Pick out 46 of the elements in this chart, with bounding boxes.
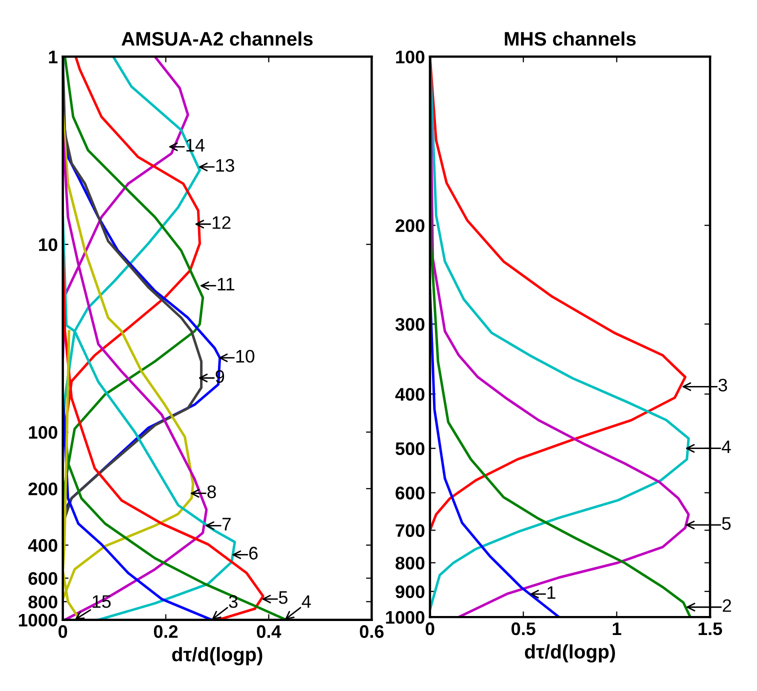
annotation: 13 xyxy=(216,159,234,172)
y-tick-label: 1 xyxy=(49,50,58,64)
annotation: 4 xyxy=(302,595,311,608)
y-tick-label: 400 xyxy=(28,539,58,552)
y-tick-label: 900 xyxy=(396,585,424,598)
x-axis-title: dτ/d(logp) xyxy=(524,644,615,663)
x-tick-label: 0 xyxy=(426,622,434,636)
y-tick-label: 400 xyxy=(395,388,424,401)
chart-title: AMSUA-A2 channels xyxy=(122,31,313,46)
x-tick-label: 0 xyxy=(58,625,68,638)
y-tick-label: 600 xyxy=(396,486,424,500)
x-tick-label: 0.2 xyxy=(154,625,178,638)
line-series xyxy=(430,288,560,618)
y-tick-label: 800 xyxy=(28,596,58,608)
y-tick-label: 600 xyxy=(28,572,58,585)
y-tick-label: 700 xyxy=(396,524,424,537)
annotation: 6 xyxy=(249,546,258,560)
x-tick-label: 1.5 xyxy=(698,622,722,636)
y-tick-label: 200 xyxy=(396,219,424,232)
annotation: 10 xyxy=(236,350,254,363)
y-tick-label: 100 xyxy=(396,50,424,64)
x-tick-label: 0.5 xyxy=(512,622,536,636)
chart-title: MHS channels xyxy=(504,31,636,46)
annotation: 2 xyxy=(722,599,732,612)
y-tick-label: 10 xyxy=(39,238,58,252)
x-axis-title: dτ/d(logp) xyxy=(172,647,262,666)
x-tick-label: 0.4 xyxy=(256,625,282,638)
annotation: 3 xyxy=(718,378,728,392)
y-tick-label: 500 xyxy=(396,442,424,456)
annotation: 11 xyxy=(218,278,234,290)
annotation: 4 xyxy=(722,440,731,454)
y-tick-label: 100 xyxy=(28,426,58,439)
annotation: 7 xyxy=(222,518,231,530)
x-tick-label: 0.6 xyxy=(360,625,384,638)
annotation: 8 xyxy=(207,485,216,498)
annotation: 12 xyxy=(212,216,230,229)
annotation: 5 xyxy=(722,517,731,530)
y-tick-label: 1000 xyxy=(386,610,424,624)
y-tick-label: 300 xyxy=(395,318,424,331)
x-tick-label: 1 xyxy=(612,622,622,636)
annotation: 3 xyxy=(228,595,238,608)
annotation: 1 xyxy=(548,586,556,599)
annotation: 5 xyxy=(278,591,288,604)
y-tick-label: 200 xyxy=(28,482,58,496)
y-tick-label: 1000 xyxy=(18,614,58,627)
y-tick-label: 800 xyxy=(396,556,424,570)
